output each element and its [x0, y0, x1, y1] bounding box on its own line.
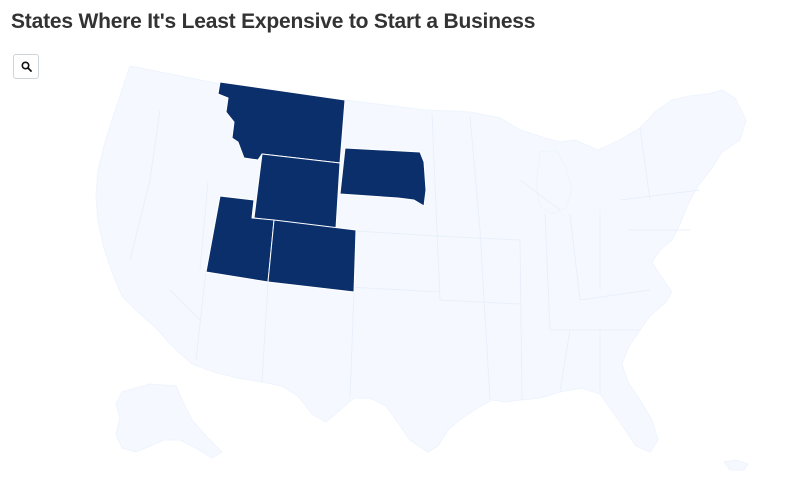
state-south-dakota[interactable]: [339, 147, 427, 207]
state-borders: [129, 109, 701, 401]
state-colorado[interactable]: [267, 219, 357, 293]
page-title: States Where It's Least Expensive to Sta…: [11, 10, 536, 33]
search-icon: [20, 61, 32, 72]
state-wyoming[interactable]: [253, 153, 341, 229]
us-landmass: [95, 65, 747, 453]
highlighted-states: [205, 81, 427, 293]
hawaii-shape: [723, 459, 749, 471]
alaska-shape: [115, 383, 223, 459]
search-button[interactable]: [13, 54, 39, 79]
